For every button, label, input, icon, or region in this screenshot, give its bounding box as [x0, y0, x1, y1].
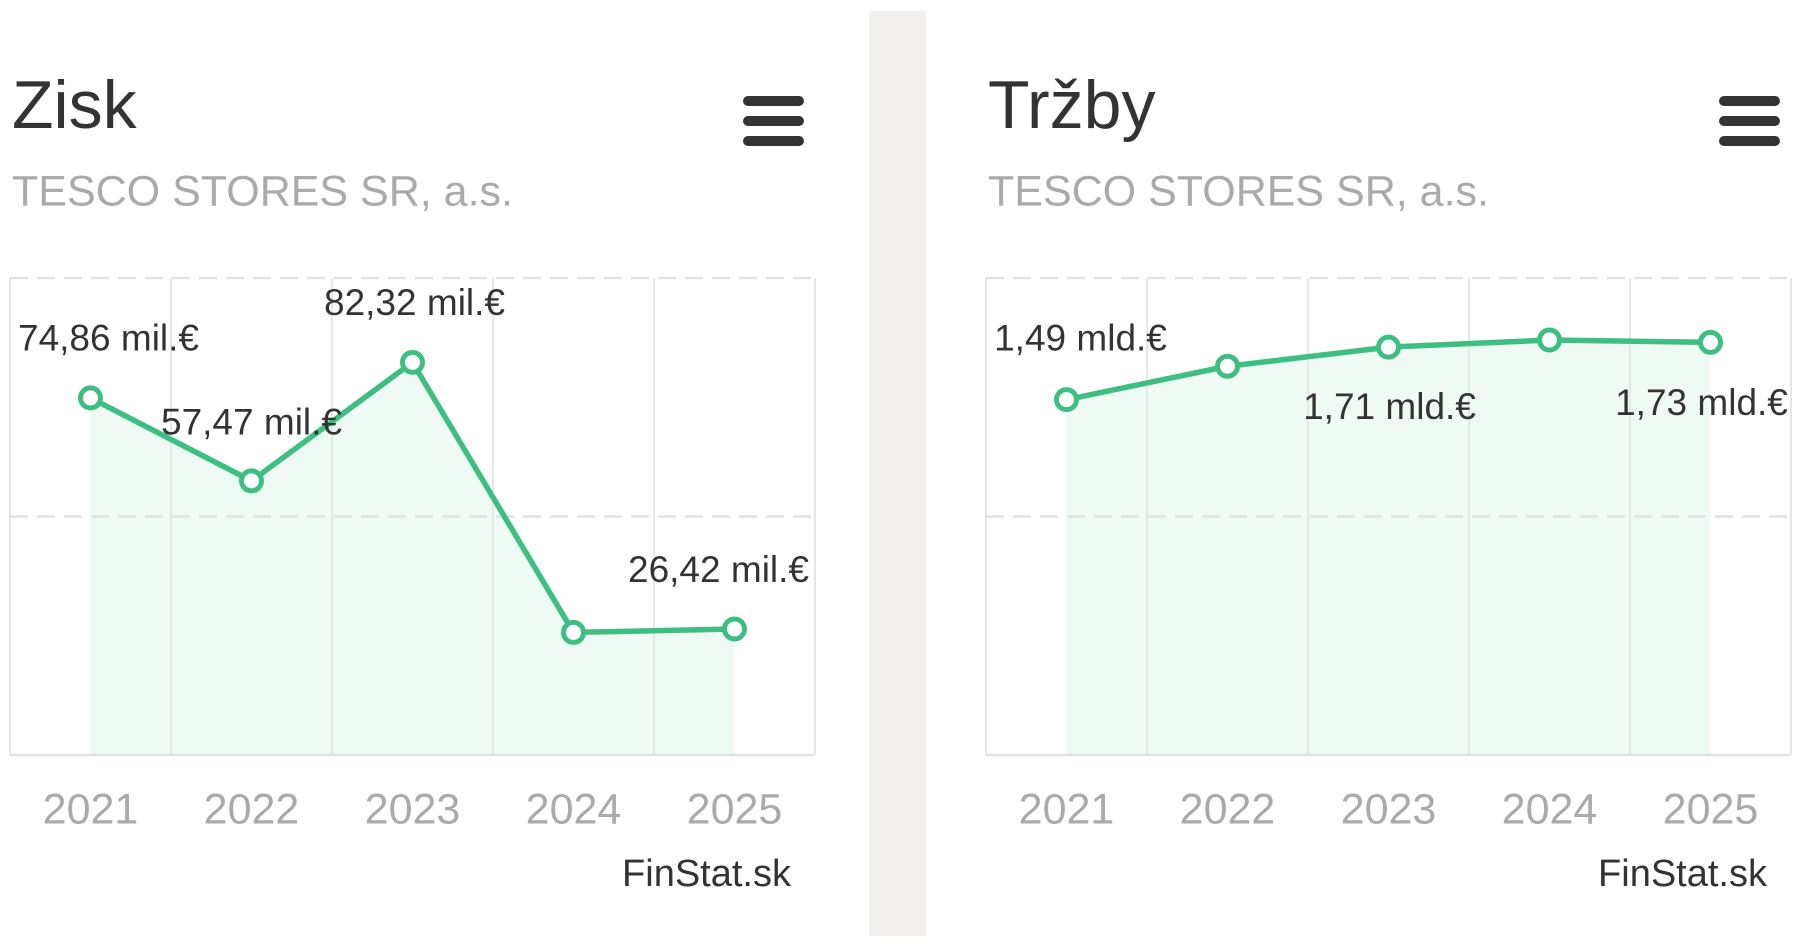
- point[interactable]: [239, 468, 264, 494]
- credit[interactable]: FinStat.sk: [1598, 853, 1768, 895]
- point[interactable]: [1215, 353, 1240, 379]
- chart-title: Zisk: [12, 67, 138, 143]
- menu-icon-bar[interactable]: [743, 96, 804, 106]
- point[interactable]: [400, 349, 425, 375]
- area: [90, 362, 735, 755]
- x-tick-label: 2025: [1663, 785, 1759, 833]
- data-label: 74,86 mil.€: [18, 318, 199, 359]
- x-tick-label: 2022: [1180, 785, 1276, 833]
- x-tick-label: 2022: [204, 785, 300, 833]
- credit[interactable]: FinStat.sk: [622, 853, 792, 895]
- x-tick-label: 2021: [43, 785, 139, 833]
- data-label: 1,71 mld.€: [1303, 386, 1476, 427]
- x-tick-label: 2025: [687, 785, 783, 833]
- area: [1066, 340, 1711, 755]
- data-label: 26,42 mil.€: [628, 549, 809, 590]
- menu-icon-bar[interactable]: [743, 136, 804, 146]
- x-tick-label: 2023: [365, 785, 461, 833]
- point[interactable]: [1376, 334, 1401, 360]
- data-label: 1,73 mld.€: [1615, 382, 1788, 423]
- x-tick-label: 2024: [526, 785, 622, 833]
- chart-title: Tržby: [988, 67, 1155, 143]
- point[interactable]: [1054, 387, 1079, 413]
- panel-divider: [869, 11, 926, 936]
- point[interactable]: [561, 619, 586, 645]
- data-label: 82,32 mil.€: [324, 282, 505, 323]
- point[interactable]: [1698, 329, 1723, 355]
- x-tick-label: 2021: [1019, 785, 1115, 833]
- x-tick-label: 2024: [1502, 785, 1598, 833]
- point[interactable]: [1537, 327, 1562, 353]
- menu-icon-bar[interactable]: [1719, 136, 1780, 146]
- point[interactable]: [722, 616, 747, 642]
- x-tick-label: 2023: [1341, 785, 1437, 833]
- menu-icon-bar[interactable]: [1719, 96, 1780, 106]
- chart-subtitle: TESCO STORES SR, a.s.: [988, 167, 1489, 215]
- point[interactable]: [78, 385, 103, 411]
- menu-icon-bar[interactable]: [1719, 116, 1780, 126]
- data-label: 1,49 mld.€: [994, 317, 1167, 358]
- menu-icon-bar[interactable]: [743, 116, 804, 126]
- data-label: 57,47 mil.€: [161, 402, 342, 443]
- chart-subtitle: TESCO STORES SR, a.s.: [12, 167, 513, 215]
